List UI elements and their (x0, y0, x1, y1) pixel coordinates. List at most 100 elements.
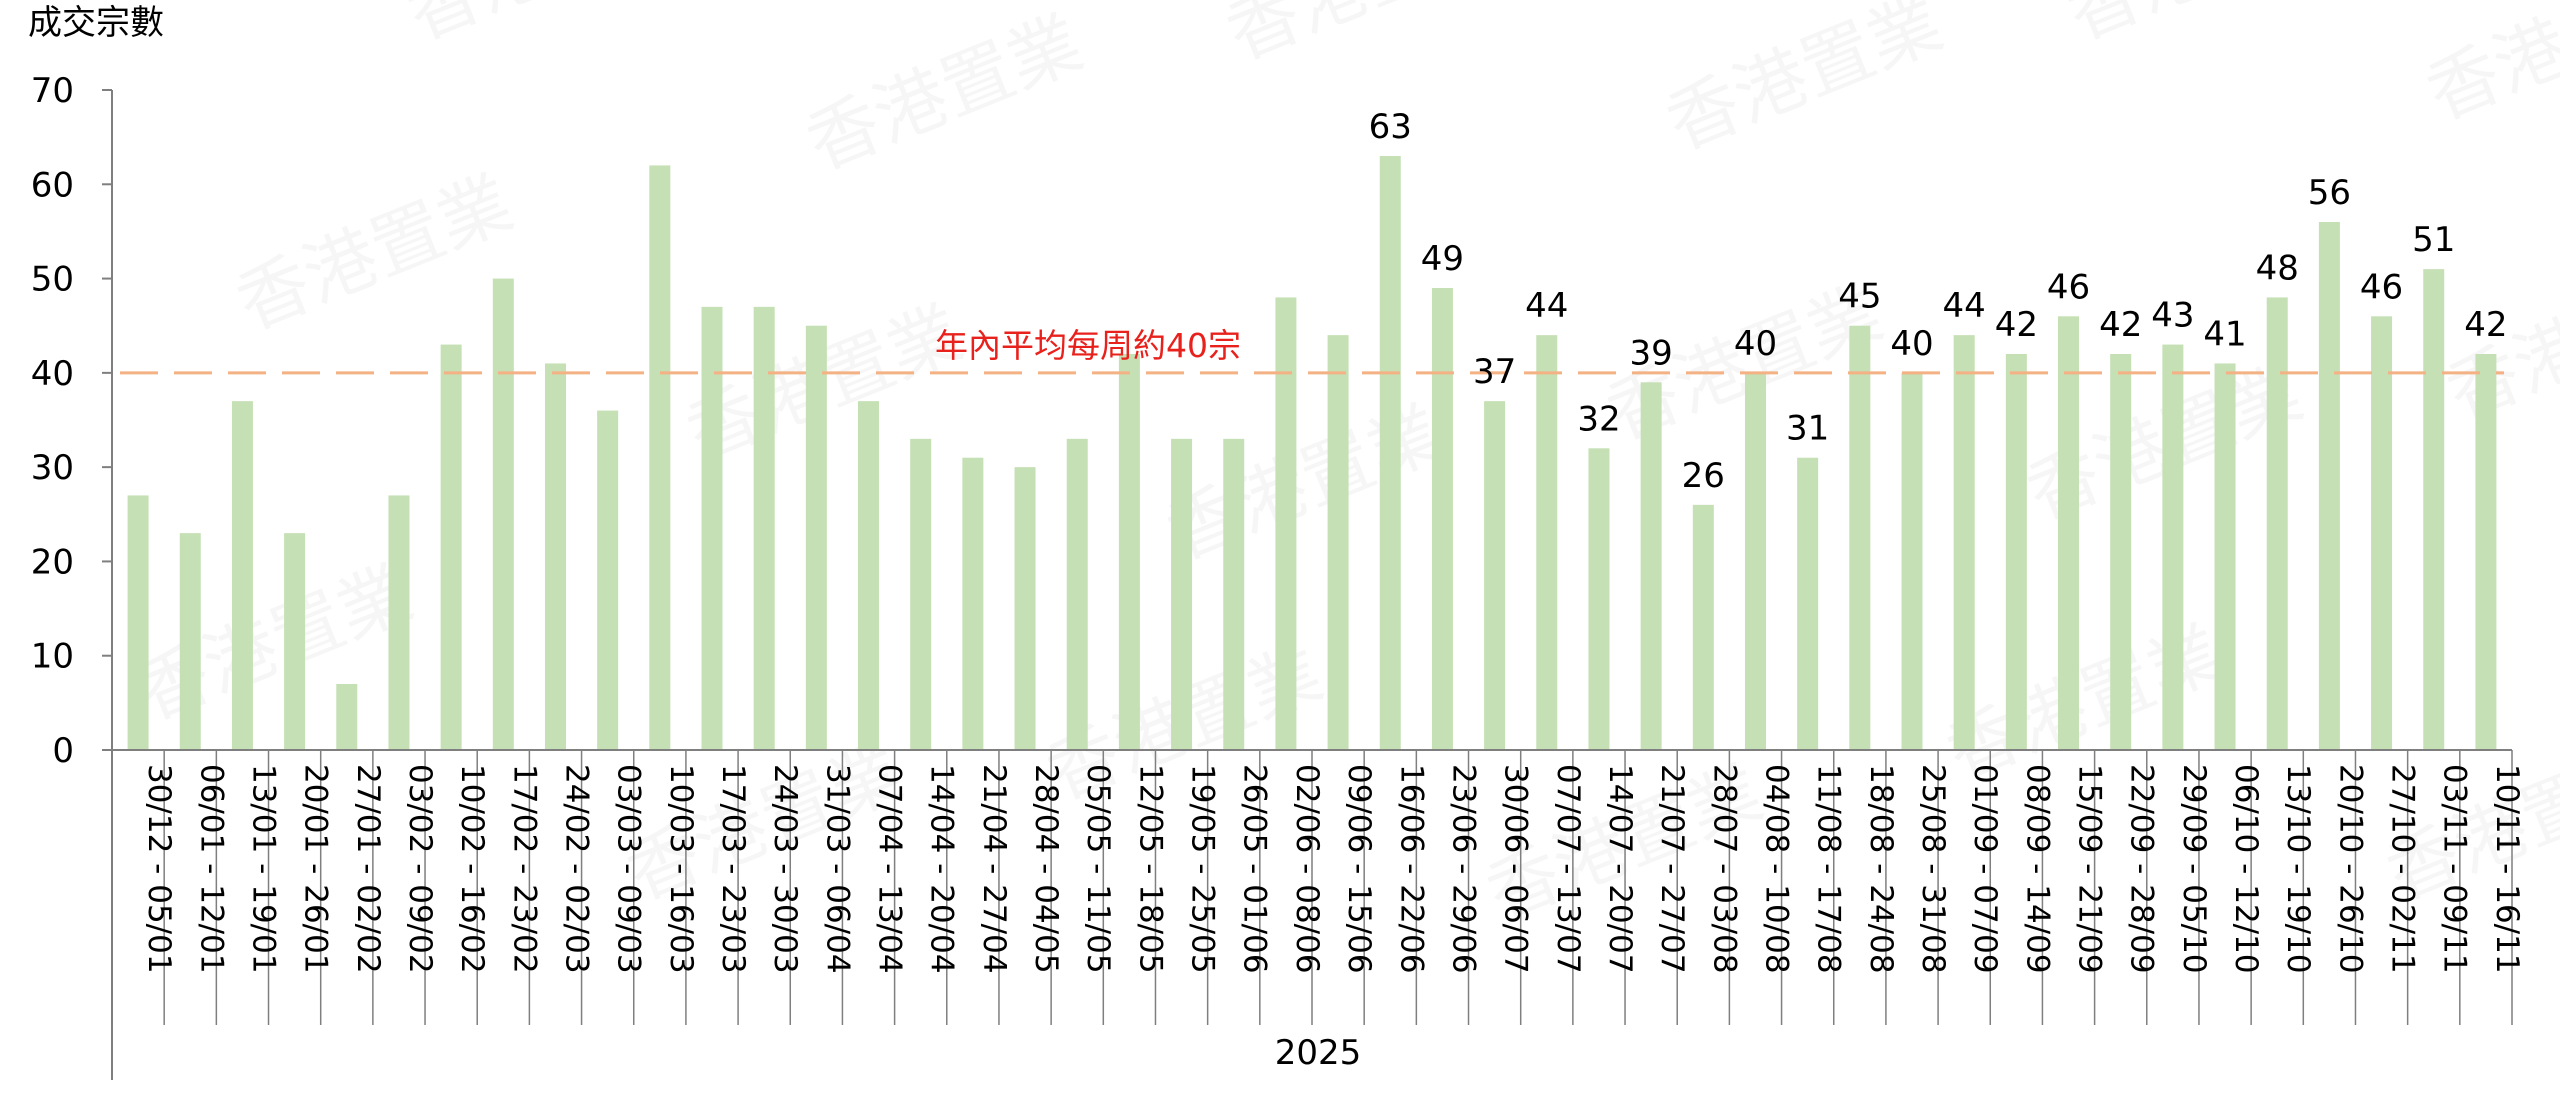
x-tick-label: 14/04 - 20/04 (924, 764, 960, 974)
bar (2475, 354, 2497, 750)
data-label: 42 (2099, 305, 2142, 345)
data-label: 31 (1786, 409, 1829, 449)
x-tick-label: 13/01 - 19/01 (245, 764, 281, 974)
bar (1849, 325, 1871, 750)
y-tick-label: 50 (31, 260, 74, 300)
x-tick-label: 27/01 - 02/02 (350, 764, 386, 974)
data-label: 44 (1943, 286, 1986, 326)
bar (962, 457, 984, 750)
bar (1431, 288, 1453, 750)
x-tick-label: 21/04 - 27/04 (976, 764, 1012, 974)
bar (2266, 297, 2288, 750)
bar (910, 438, 932, 750)
x-tick-label: 21/07 - 27/07 (1654, 764, 1690, 974)
data-label: 32 (1577, 399, 1620, 439)
x-tick-label: 12/05 - 18/05 (1132, 764, 1168, 974)
bar (231, 401, 253, 750)
watermark-text: 香港置業 (1155, 390, 1454, 576)
bar (649, 165, 671, 750)
data-label: 42 (2464, 305, 2507, 345)
data-label: 51 (2412, 220, 2455, 260)
bar (2214, 363, 2236, 750)
bar (492, 278, 514, 750)
bar (1692, 504, 1714, 750)
x-tick-label: 01/09 - 07/09 (1967, 764, 2003, 974)
data-label: 40 (1734, 324, 1777, 364)
x-tick-label: 03/11 - 09/11 (2437, 764, 2473, 974)
x-tick-label: 10/02 - 16/02 (454, 764, 490, 974)
bar (1901, 372, 1923, 750)
bar (2110, 354, 2132, 750)
x-tick-label: 07/04 - 13/04 (872, 764, 908, 974)
bar (1014, 467, 1036, 750)
bar (2162, 344, 2184, 750)
bar (1588, 448, 1610, 750)
bar (1379, 156, 1401, 750)
x-tick-label: 11/08 - 17/08 (1811, 764, 1847, 974)
x-tick-label: 07/07 - 13/07 (1550, 764, 1586, 974)
watermark-text: 香港置業 (395, 0, 694, 56)
bar (1744, 372, 1766, 750)
data-label: 42 (1995, 305, 2038, 345)
x-tick-label: 17/02 - 23/02 (506, 764, 542, 974)
data-label: 46 (2360, 267, 2403, 307)
x-tick-label: 28/04 - 04/05 (1028, 764, 1064, 974)
x-tick-label: 03/03 - 09/03 (611, 764, 647, 974)
x-tick-label: 08/09 - 14/09 (2019, 764, 2055, 974)
data-label: 37 (1473, 352, 1516, 392)
bar (1275, 297, 1297, 750)
data-label: 44 (1525, 286, 1568, 326)
bar (388, 495, 410, 750)
watermark-text: 香港置業 (1215, 0, 1514, 76)
bar (127, 495, 149, 750)
bars-layer (127, 156, 2497, 750)
bar (1223, 438, 1245, 750)
watermark-text: 香港置業 (125, 550, 424, 736)
x-tick-label: 02/06 - 08/06 (1289, 764, 1325, 974)
bar (1066, 438, 1088, 750)
bar (544, 363, 566, 750)
x-tick-label: 23/06 - 29/06 (1445, 764, 1481, 974)
x-tick-label: 14/07 - 20/07 (1602, 764, 1638, 974)
bar (1118, 354, 1140, 750)
x-tick-label: 16/06 - 22/06 (1393, 764, 1429, 974)
x-tick-label: 29/09 - 05/10 (2176, 764, 2212, 974)
bar (1953, 335, 1975, 750)
data-label: 39 (1629, 333, 1672, 373)
bar (179, 533, 201, 750)
x-axis-title: 2025 (1275, 1033, 1362, 1073)
x-tick-label: 06/10 - 12/10 (2228, 764, 2264, 974)
data-label: 46 (2047, 267, 2090, 307)
bar (1797, 457, 1819, 750)
x-tick-label: 10/03 - 16/03 (663, 764, 699, 974)
bar (2318, 222, 2340, 750)
bar (284, 533, 306, 750)
watermark-text: 香港置業 (795, 0, 1094, 186)
bar (1536, 335, 1558, 750)
bar (2005, 354, 2027, 750)
x-tick-label: 03/02 - 09/02 (402, 764, 438, 974)
x-tick-label: 28/07 - 03/08 (1706, 764, 1742, 974)
bar (1171, 438, 1193, 750)
bar (1640, 382, 1662, 750)
data-label: 40 (1890, 324, 1933, 364)
x-tick-label: 10/11 - 16/11 (2489, 764, 2525, 974)
data-label: 26 (1682, 456, 1725, 496)
watermark-text: 香港置業 (1655, 0, 1954, 166)
y-tick-label: 70 (31, 71, 74, 111)
bar (440, 344, 462, 750)
x-tick-label: 25/08 - 31/08 (1915, 764, 1951, 974)
bar (2423, 269, 2445, 750)
y-tick-label: 60 (31, 165, 74, 205)
y-tick-label: 20 (31, 542, 74, 582)
bar (1484, 401, 1506, 750)
bar (2371, 316, 2393, 750)
x-tick-label: 24/02 - 02/03 (558, 764, 594, 974)
x-tick-label: 05/05 - 11/05 (1080, 764, 1116, 974)
x-tick-label: 31/03 - 06/04 (819, 764, 855, 974)
data-label: 43 (2151, 296, 2194, 336)
x-tick-label: 06/01 - 12/01 (193, 764, 229, 974)
x-tick-label: 26/05 - 01/06 (1237, 764, 1273, 974)
x-tick-label: 18/08 - 24/08 (1863, 764, 1899, 974)
